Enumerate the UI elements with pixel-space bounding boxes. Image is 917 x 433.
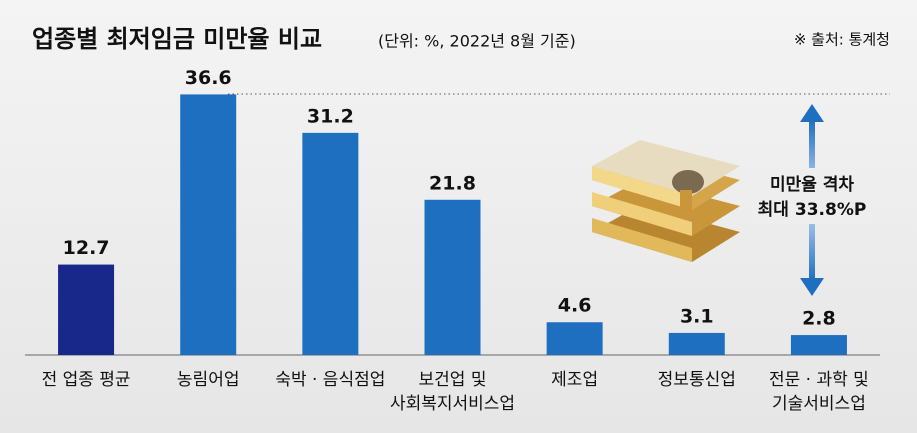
x-tick-label: 기술서비스업 xyxy=(772,394,866,414)
value-label: 12.7 xyxy=(63,237,110,259)
x-tick-label: 정보통신업 xyxy=(658,370,736,390)
x-tick-label: 농림어업 xyxy=(177,370,240,390)
x-tick-label: 숙박 · 음식점업 xyxy=(275,370,385,390)
value-label: 3.1 xyxy=(680,305,714,327)
arrow xyxy=(752,104,872,296)
bar xyxy=(424,199,481,355)
value-label: 21.8 xyxy=(429,172,476,194)
value-label: 31.2 xyxy=(307,105,354,127)
bar xyxy=(668,332,725,355)
value-label: 4.6 xyxy=(558,295,592,317)
value-label: 36.6 xyxy=(185,67,232,89)
x-tick-label: 전문 · 과학 및 xyxy=(769,370,869,390)
chart-subtitle: (단위: %, 2022년 8월 기준) xyxy=(378,32,576,51)
money-illustration xyxy=(592,140,740,262)
chart-title: 업종별 최저임금 미만율 비교 xyxy=(32,25,322,53)
x-tick-label: 제조업 xyxy=(551,370,598,390)
x-tick-label: 전 업종 평균 xyxy=(42,370,131,390)
bar xyxy=(58,264,115,355)
source: ※ 출처: 통계청 xyxy=(794,31,890,49)
x-tick-label: 사회복지서비스업 xyxy=(390,394,515,414)
value-label: 2.8 xyxy=(802,308,836,330)
bar xyxy=(790,335,847,355)
x-tick-label: 보건업 및 xyxy=(419,370,487,390)
bar xyxy=(302,132,359,355)
annotation: 최대 33.8%P xyxy=(758,200,867,220)
annotation: 미만율 격차 xyxy=(770,175,854,195)
bar xyxy=(546,322,603,355)
bar xyxy=(180,94,237,356)
